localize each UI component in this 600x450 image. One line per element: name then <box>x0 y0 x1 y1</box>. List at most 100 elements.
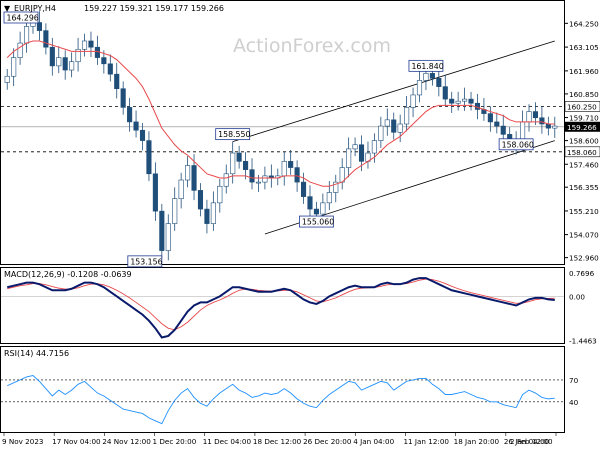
time-tick-label: 4 Jan 04:00 <box>353 437 394 446</box>
candle-body <box>442 86 448 100</box>
candle-body <box>165 223 171 251</box>
time-tick-label: 26 Dec 20:00 <box>303 437 352 446</box>
candle-body <box>500 125 506 135</box>
candle-body <box>436 78 442 87</box>
rsi-header: RSI(14) 44.7156 <box>4 349 69 358</box>
candle-body <box>230 152 236 175</box>
candle-body <box>146 140 152 175</box>
channel-upper-line <box>232 40 555 143</box>
candle-body <box>391 119 397 133</box>
candle-body <box>249 169 255 183</box>
price-tick-label: 155.210 <box>569 207 599 216</box>
price-annotation-box <box>299 215 334 228</box>
price-annotation-label: 153.156 <box>130 257 162 266</box>
candle-body <box>352 144 358 150</box>
candle-body <box>62 57 68 71</box>
rsi-tick-label: 70 <box>569 376 579 385</box>
candle-body <box>49 46 55 67</box>
candle-body <box>4 75 10 83</box>
symbol-label: EURJPY,H4 <box>14 4 56 13</box>
price-tick-label: 164.250 <box>569 19 599 28</box>
candle-body <box>17 42 23 58</box>
time-axis: 9 Nov 2023 17 Nov 04:00 24 Nov 12:00 1 Dec … <box>2 433 557 446</box>
price-tick-label: 159.710 <box>569 114 599 123</box>
macd-tick-label: 0.7696 <box>569 269 595 278</box>
price-annotation-box <box>408 59 444 72</box>
macd-tick-label: 0.00 <box>569 292 585 301</box>
time-tick-label: 2 Feb 12:00 <box>510 437 553 446</box>
candle-body <box>217 185 223 204</box>
watermark: ActionForex.com <box>233 35 391 57</box>
panel-collapse-icon[interactable]: ▼ <box>4 4 11 13</box>
candle-body <box>539 117 545 125</box>
candle-body <box>107 63 113 75</box>
moving-average <box>6 40 555 187</box>
time-tick-label: 17 Nov 04:00 <box>52 437 101 446</box>
candle-body <box>36 22 42 31</box>
candle-body <box>468 98 474 104</box>
candle-body <box>127 107 133 123</box>
candle-body <box>532 111 539 119</box>
ohlc-label: 159.227 159.321 159.177 159.266 <box>84 4 224 13</box>
candle-body <box>449 98 455 104</box>
candle-body <box>281 161 287 177</box>
candle-body <box>69 61 75 71</box>
macd-tick-label: -1.4463 <box>569 336 597 345</box>
time-tick-label: 11 Jan 12:00 <box>403 437 449 446</box>
price-levels <box>1 105 564 153</box>
price-candles <box>4 11 558 261</box>
candle-body <box>358 144 365 162</box>
candle-body <box>172 198 178 224</box>
candle-body <box>552 125 558 129</box>
price-tick-label: 163.105 <box>569 43 599 52</box>
candle-body <box>545 123 551 129</box>
candle-body <box>346 148 352 168</box>
candle-body <box>404 107 410 125</box>
candle-body <box>313 208 319 215</box>
candle-body <box>210 202 216 224</box>
candle-body <box>152 173 158 212</box>
price-annotation-box <box>498 138 534 151</box>
candle-body <box>300 181 307 197</box>
time-tick-label: 24 Nov 12:00 <box>102 437 151 446</box>
price-tick-label: 157.460 <box>569 160 599 169</box>
candle-body <box>43 30 49 48</box>
ma-line <box>6 40 555 187</box>
candle-body <box>474 102 481 110</box>
candle-body <box>416 80 423 96</box>
rsi-panel: 70 40 <box>1 375 579 425</box>
candle-body <box>120 88 126 108</box>
candle-body <box>94 46 100 58</box>
macd-line <box>6 277 555 339</box>
candle-body <box>197 190 204 210</box>
macd-panel: 0.7696 0.00 -1.4463 <box>1 269 597 345</box>
candle-body <box>139 129 146 141</box>
candle-body <box>397 123 403 133</box>
time-tick-label: 18 Jan 20:00 <box>454 437 500 446</box>
price-annotation-label: 158.060 <box>502 140 534 149</box>
price-annotation-label: 164.296 <box>7 14 39 23</box>
candle-body <box>88 40 94 48</box>
candle-body <box>294 167 300 183</box>
candle-body <box>494 121 500 127</box>
price-tick-label: 154.070 <box>569 231 599 240</box>
price-annotation-box <box>127 255 163 268</box>
candle-body <box>262 175 268 183</box>
price-annotation-label: 155.060 <box>302 218 334 227</box>
candle-body <box>487 113 493 123</box>
candle-body <box>75 48 81 63</box>
candle-body <box>326 192 332 204</box>
time-tick-label: 1 Dec 20:00 <box>153 437 197 446</box>
macd-panel-frame <box>0 267 565 344</box>
candle-body <box>204 208 210 224</box>
price-annotation-box <box>215 128 251 141</box>
candle-body <box>101 57 107 65</box>
candle-body <box>307 196 313 210</box>
candle-body <box>23 26 30 44</box>
price-tick-label: 160.850 <box>569 90 599 99</box>
candle-body <box>288 161 294 168</box>
candle-body <box>320 202 326 215</box>
candle-body <box>56 57 62 67</box>
macd-header: MACD(12,26,9) -0.1208 -0.0639 <box>4 270 132 279</box>
